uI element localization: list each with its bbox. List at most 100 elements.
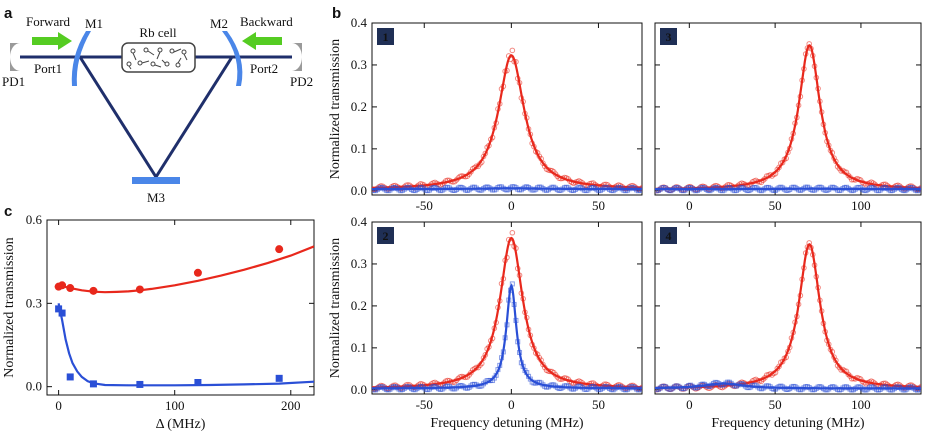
ring-cavity-diagram: Rb cell M1 M2 M3 PD1 PD2 Port1 Port2 For… [2, 14, 313, 205]
forward-fit-line [655, 242, 921, 390]
panel-badge-number: 2 [383, 229, 389, 243]
plot-area [655, 240, 921, 393]
plot-frame [371, 221, 643, 395]
forward-data-point [66, 284, 75, 293]
chart-b1: -50 0 50 0.0 0.1 0.2 0.3 0.4 Normalized transmis… [328, 15, 643, 213]
m2-label: M2 [210, 16, 228, 31]
forward-data-point [135, 285, 144, 294]
panel-badge-number: 4 [666, 229, 672, 243]
m3-label: M3 [147, 190, 165, 205]
backward-data-point [194, 379, 202, 386]
y-axis-label: Normalized transmission [328, 238, 343, 378]
panel-badge [660, 28, 677, 45]
backward-data-point [58, 309, 66, 317]
backward-data-point [66, 373, 74, 381]
y-tick-label: 0.0 [351, 183, 367, 198]
x-tick-label: 0 [508, 198, 515, 213]
x-axis-label: Frequency detuning (MHz) [711, 416, 865, 431]
x-tick-label: 50 [592, 198, 605, 213]
chart-c-detuning-dependence: 0 100 200 0.0 0.3 0.6 Δ (MHz) Normalized transm… [2, 212, 315, 432]
backward-fit-line [372, 283, 642, 390]
forward-data-point [509, 229, 516, 236]
forward-data-point [275, 245, 284, 254]
forward-data-point [193, 268, 202, 277]
forward-fit-line [372, 54, 642, 189]
forward-data-point [509, 47, 516, 54]
backward-data-point [136, 380, 144, 388]
beam-m2-m3 [154, 56, 234, 178]
panel-badge-number: 1 [383, 30, 389, 44]
plot-area [655, 41, 921, 194]
backward-fit-line [57, 303, 314, 387]
rb-cell-label: Rb cell [139, 25, 177, 40]
plot-frame [371, 22, 643, 196]
forward-fit-line [58, 245, 314, 294]
mirror-m3 [132, 177, 180, 184]
mirror-m1 [71, 31, 91, 86]
backward-arrow-icon [242, 32, 282, 50]
backward-data-point [55, 305, 63, 313]
panel-label-b: b [332, 5, 341, 22]
y-tick-label: 0.0 [26, 379, 42, 394]
plot-frame [654, 22, 922, 196]
forward-fit-line [655, 43, 921, 191]
x-tick-label: 0 [686, 198, 693, 213]
x-tick-label: 100 [851, 198, 871, 213]
forward-data-point [89, 286, 98, 295]
port1-label: Port1 [34, 61, 62, 76]
plot-frame [654, 221, 922, 395]
y-tick-label: 0.1 [351, 141, 367, 156]
plot-area [54, 245, 314, 388]
panel-label-c: c [4, 203, 12, 220]
y-tick-label: 0.3 [351, 57, 367, 72]
detector-pd1 [10, 43, 20, 71]
y-tick-label: 0.2 [351, 99, 367, 114]
x-tick-label: 200 [281, 398, 301, 413]
x-tick-label: 0 [55, 398, 62, 413]
x-tick-label: 100 [851, 397, 871, 412]
y-tick-label: 0.3 [26, 295, 42, 310]
detector-pd2 [292, 43, 302, 71]
y-tick-label: 0.4 [351, 214, 368, 229]
backward-label: Backward [240, 14, 293, 29]
port2-label: Port2 [250, 61, 278, 76]
plot-area [372, 47, 642, 194]
forward-label: Forward [26, 14, 71, 29]
chart-b3: 0 50 100 3 [654, 22, 922, 213]
panel-label-a: a [4, 5, 13, 22]
forward-arrow-icon [32, 32, 72, 50]
x-tick-label: 50 [592, 397, 605, 412]
rb-cell [121, 42, 196, 73]
panel-badge [377, 227, 394, 244]
y-axis-label: Normalized transmission [2, 237, 17, 377]
panel-badge [660, 227, 677, 244]
x-tick-label: 50 [769, 198, 782, 213]
y-tick-label: 0.1 [351, 340, 367, 355]
backward-data-point [89, 380, 97, 388]
x-tick-label: 0 [508, 397, 515, 412]
y-axis-label: Normalized transmission [328, 39, 343, 179]
plot-frame [46, 219, 315, 396]
plot-area [372, 229, 642, 393]
y-tick-label: 0.2 [351, 298, 367, 313]
backward-fit-line [372, 187, 642, 191]
chart-b2: -50 0 50 0.0 0.1 0.2 0.3 0.4 Frequency detuning … [328, 214, 643, 431]
x-tick-label: 50 [769, 397, 782, 412]
x-tick-label: 100 [165, 398, 185, 413]
x-tick-label: 0 [686, 397, 693, 412]
forward-data-point [58, 281, 67, 290]
mirror-m2 [222, 31, 243, 86]
y-tick-label: 0.0 [351, 382, 367, 397]
beam-m1-m3 [78, 56, 158, 178]
x-tick-label: -50 [416, 198, 433, 213]
pd1-label: PD1 [2, 74, 25, 89]
panel-badge [377, 28, 394, 45]
x-tick-label: -50 [416, 397, 433, 412]
atom-arrows-icon [126, 47, 188, 70]
y-tick-label: 0.3 [351, 256, 367, 271]
m1-label: M1 [85, 16, 103, 31]
pd2-label: PD2 [290, 74, 313, 89]
backward-data-point [275, 374, 283, 382]
y-tick-label: 0.4 [351, 15, 368, 30]
